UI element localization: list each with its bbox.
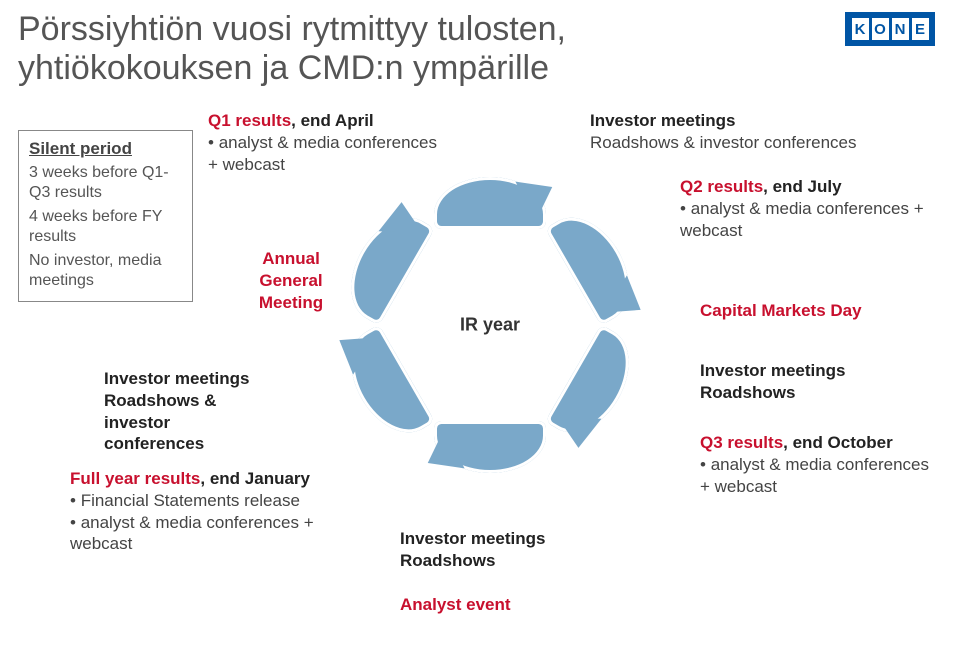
silent-period-head: Silent period [29,139,182,159]
investor-bottom-label: Investor meetings Roadshows [400,528,600,572]
logo-letter: E [912,18,929,40]
inv-left-line2c: conferences [104,434,204,453]
cmd-label: Capital Markets Day [700,300,920,322]
title-line-2: yhtiökokouksen ja CMD:n ympärille [18,49,549,87]
full-year-label: Full year results, end January Financial… [70,468,360,555]
logo-letters: K O N E [852,18,929,40]
q1-tail: , end April [291,111,374,130]
fy-bullet1: Financial Statements release [70,491,300,510]
inv-left-line2a: Roadshows & [104,391,216,410]
inv-top-line2: Roadshows & investor conferences [590,133,856,152]
kone-logo: K O N E [845,12,935,46]
silent-period-item: No investor, media meetings [29,251,182,291]
q1-label: Q1 results, end April analyst & media co… [208,110,448,175]
q2-label: Q2 results, end July analyst & media con… [680,176,940,241]
q3-bullet: analyst & media conferences + webcast [700,455,929,496]
inv-left-line2b: investor [104,413,170,432]
agm-label: Annual General Meeting [246,248,336,313]
logo-letter: O [872,18,889,40]
inv-right-line2: Roadshows [700,383,795,402]
silent-period-box: Silent period 3 weeks before Q1-Q3 resul… [18,130,193,302]
logo-letter: N [892,18,909,40]
investor-left-label: Investor meetings Roadshows & investor c… [104,368,304,455]
agm-line: Annual [262,249,320,268]
q1-strong: Q1 results [208,111,291,130]
title-line-1: Pörssiyhtiön vuosi rytmittyy tulosten, [18,10,566,48]
inv-bottom-line1: Investor meetings [400,529,546,548]
q2-tail: , end July [763,177,841,196]
inv-bottom-line2: Roadshows [400,551,495,570]
ir-center-label: IR year [460,315,520,336]
fy-tail: , end January [200,469,310,488]
investor-right-label: Investor meetings Roadshows [700,360,920,404]
ir-cycle-diagram: IR year [340,175,640,475]
q1-bullet: analyst & media conferences + webcast [208,133,437,174]
cmd-text: Capital Markets Day [700,301,862,320]
q2-bullet: analyst & media conferences + webcast [680,199,924,240]
fy-bullet2: analyst & media conferences + webcast [70,513,314,554]
page-title: Pörssiyhtiön vuosi rytmittyy tulosten, y… [18,10,566,88]
silent-period-item: 4 weeks before FY results [29,207,182,247]
q3-strong: Q3 results [700,433,783,452]
q2-strong: Q2 results [680,177,763,196]
analyst-event-label: Analyst event [400,594,600,616]
investor-top-label: Investor meetings Roadshows & investor c… [590,110,890,154]
fy-strong: Full year results [70,469,200,488]
inv-left-line1: Investor meetings [104,369,250,388]
agm-line: General [259,271,322,290]
silent-period-item: 3 weeks before Q1-Q3 results [29,163,182,203]
q3-label: Q3 results, end October analyst & media … [700,432,940,497]
q3-tail: , end October [783,433,893,452]
logo-letter: K [852,18,869,40]
inv-right-line1: Investor meetings [700,361,846,380]
inv-top-line1: Investor meetings [590,111,736,130]
agm-line: Meeting [259,293,323,312]
analyst-event-text: Analyst event [400,595,511,614]
